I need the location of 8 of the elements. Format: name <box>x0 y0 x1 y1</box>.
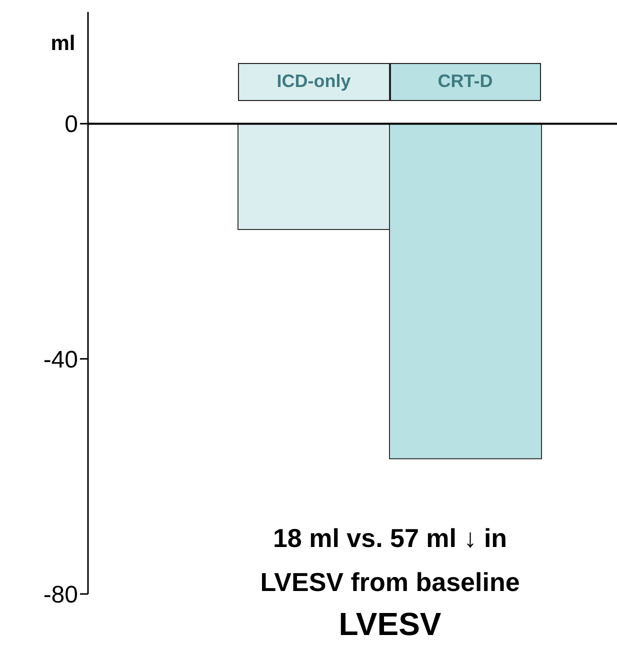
label-box: ICD-only <box>238 62 390 101</box>
y-tick-label: 0 <box>64 111 78 138</box>
annotation: 18 ml vs. 57 ml ↓ in LVESV from baseline <box>259 522 521 599</box>
y-tick-label: -40 <box>43 346 78 374</box>
x-axis-title: LVESV <box>338 606 442 643</box>
y-tick-label: -80 <box>43 582 78 609</box>
label-box: CRT-D <box>390 62 541 101</box>
y-axis-title: ml <box>50 32 76 56</box>
